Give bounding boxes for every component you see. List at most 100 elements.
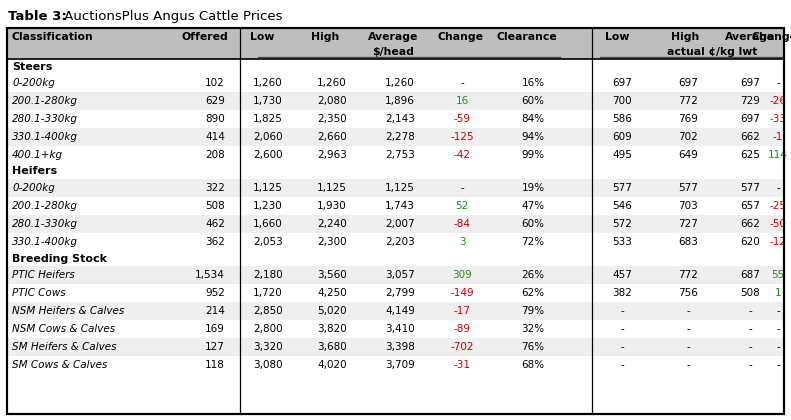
Bar: [7, 110, 784, 128]
Text: -42: -42: [453, 150, 471, 160]
Text: 657: 657: [740, 201, 760, 211]
Bar: [7, 266, 784, 284]
Text: 5,020: 5,020: [317, 306, 346, 316]
Text: Breeding Stock: Breeding Stock: [12, 254, 107, 263]
Text: Average: Average: [368, 32, 418, 42]
Text: 620: 620: [740, 237, 760, 247]
Text: -89: -89: [453, 324, 471, 334]
Text: 703: 703: [678, 201, 698, 211]
Text: 208: 208: [205, 150, 225, 160]
Text: 890: 890: [205, 114, 225, 124]
Text: 1,260: 1,260: [385, 78, 414, 88]
Text: 2,007: 2,007: [385, 219, 414, 229]
Text: 362: 362: [205, 237, 225, 247]
Text: 625: 625: [740, 150, 760, 160]
Text: Table 3:: Table 3:: [8, 10, 66, 23]
Text: 72%: 72%: [521, 237, 544, 247]
Text: Change: Change: [752, 32, 791, 42]
Text: 2,180: 2,180: [253, 270, 283, 280]
Bar: [7, 251, 784, 266]
Text: 683: 683: [678, 237, 698, 247]
Text: 3,320: 3,320: [253, 342, 283, 352]
Text: Steers: Steers: [12, 61, 52, 71]
Text: 1,260: 1,260: [317, 78, 347, 88]
Text: 769: 769: [678, 114, 698, 124]
Text: PTIC Cows: PTIC Cows: [12, 288, 66, 298]
Bar: [7, 128, 784, 146]
Text: 1,125: 1,125: [385, 183, 415, 193]
Text: 1,930: 1,930: [317, 201, 347, 211]
Bar: [7, 197, 784, 215]
Bar: [7, 302, 784, 320]
Text: 546: 546: [612, 201, 632, 211]
Text: 577: 577: [678, 183, 698, 193]
Text: 2,203: 2,203: [385, 237, 414, 247]
Text: -26: -26: [770, 96, 786, 106]
Text: 1,743: 1,743: [385, 201, 415, 211]
Text: 697: 697: [740, 78, 760, 88]
Text: -33: -33: [770, 114, 786, 124]
Text: 772: 772: [678, 96, 698, 106]
Text: -: -: [686, 342, 690, 352]
Text: -25: -25: [770, 201, 786, 211]
Text: Low: Low: [605, 32, 629, 42]
Text: -: -: [620, 324, 624, 334]
Text: -: -: [776, 342, 780, 352]
Text: 414: 414: [205, 132, 225, 142]
Text: 697: 697: [612, 78, 632, 88]
Text: 609: 609: [612, 132, 632, 142]
Text: -149: -149: [450, 288, 474, 298]
Text: 118: 118: [205, 360, 225, 370]
Text: -: -: [460, 78, 464, 88]
Text: Change: Change: [437, 32, 483, 42]
Text: 572: 572: [612, 219, 632, 229]
Text: 3,820: 3,820: [317, 324, 347, 334]
Text: 84%: 84%: [521, 114, 544, 124]
Text: 2,850: 2,850: [253, 306, 283, 316]
Text: 68%: 68%: [521, 360, 544, 370]
Text: 3,398: 3,398: [385, 342, 415, 352]
Text: 1,896: 1,896: [385, 96, 415, 106]
Text: Clearance: Clearance: [497, 32, 558, 42]
Text: 4,250: 4,250: [317, 288, 347, 298]
Text: 3,057: 3,057: [385, 270, 414, 280]
Text: 687: 687: [740, 270, 760, 280]
Text: -12: -12: [770, 237, 786, 247]
Text: 99%: 99%: [521, 150, 544, 160]
Text: 16%: 16%: [521, 78, 544, 88]
Text: 2,060: 2,060: [253, 132, 283, 142]
Text: 3,080: 3,080: [253, 360, 283, 370]
Bar: [7, 233, 784, 251]
Text: NSM Heifers & Calves: NSM Heifers & Calves: [12, 306, 124, 316]
Text: 214: 214: [205, 306, 225, 316]
Text: 4,149: 4,149: [385, 306, 415, 316]
Text: 700: 700: [612, 96, 632, 106]
Text: 2,300: 2,300: [317, 237, 346, 247]
Text: 4,020: 4,020: [317, 360, 346, 370]
Text: 1,825: 1,825: [253, 114, 283, 124]
Text: 952: 952: [205, 288, 225, 298]
Text: 629: 629: [205, 96, 225, 106]
Text: 76%: 76%: [521, 342, 544, 352]
Text: -17: -17: [453, 306, 471, 316]
Text: 102: 102: [205, 78, 225, 88]
Text: SM Heifers & Calves: SM Heifers & Calves: [12, 342, 116, 352]
Text: 508: 508: [740, 288, 760, 298]
Text: 47%: 47%: [521, 201, 544, 211]
Text: -: -: [776, 78, 780, 88]
Text: -: -: [460, 183, 464, 193]
Text: 727: 727: [678, 219, 698, 229]
Bar: [7, 146, 784, 164]
Text: -: -: [620, 360, 624, 370]
Text: 772: 772: [678, 270, 698, 280]
Text: -: -: [620, 342, 624, 352]
Text: Heifers: Heifers: [12, 166, 57, 176]
Text: 462: 462: [205, 219, 225, 229]
Text: 19%: 19%: [521, 183, 544, 193]
Text: 586: 586: [612, 114, 632, 124]
Text: Low: Low: [250, 32, 274, 42]
Text: 382: 382: [612, 288, 632, 298]
Text: 662: 662: [740, 132, 760, 142]
Text: 649: 649: [678, 150, 698, 160]
Text: PTIC Heifers: PTIC Heifers: [12, 270, 75, 280]
